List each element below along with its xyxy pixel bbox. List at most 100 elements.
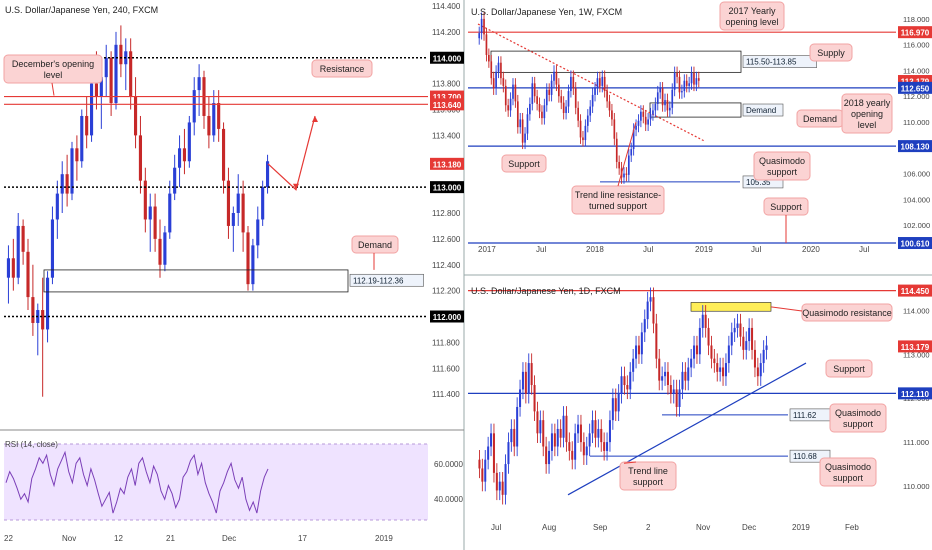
c-title: U.S. Dollar/Japanese Yen, 1D, FXCM (471, 286, 621, 296)
a-y-tick: 112.800 (432, 209, 461, 218)
b-y-tick: 118.000 (903, 15, 930, 24)
a-candle-body (217, 103, 221, 129)
b-price-label: 108.130 (901, 143, 930, 152)
c-candle-body (594, 420, 597, 438)
c-candle-body (498, 481, 501, 491)
a-candle-body (197, 77, 201, 91)
b-x-label: Jul (536, 245, 546, 254)
b-callout-2017-opening-box (719, 1, 785, 31)
c-candle-body (666, 371, 669, 386)
a-candle-body (177, 148, 182, 168)
c-candle-body (614, 398, 617, 412)
b-demand-zone (649, 102, 742, 118)
b-candle-body (654, 103, 657, 111)
a-candle-body (221, 128, 226, 181)
b-candle-body (572, 76, 575, 89)
c-candle-body (655, 323, 658, 359)
c-candle-body (585, 446, 588, 456)
b-callout-2018-opening-box (841, 93, 893, 134)
a-projection-arrow-up (312, 115, 318, 122)
b-callout-trendline-text: Trend line resistance- (575, 190, 661, 200)
c-candle-body (684, 371, 687, 381)
c-candle-body (681, 371, 684, 390)
c-candle-body (568, 442, 571, 451)
c-candle-body (519, 389, 522, 407)
b-candle-body (599, 78, 601, 86)
b-candle-body (509, 98, 512, 111)
c-candle-body (748, 327, 751, 342)
a-y-tick: 112.600 (432, 235, 461, 244)
b-candle-body (480, 18, 483, 34)
b-candle-body (483, 18, 485, 35)
c-y-tick: 114.000 (903, 306, 930, 315)
b-candle-body (478, 33, 481, 39)
c-candle-body (597, 428, 600, 438)
b-candle-body (548, 89, 551, 95)
a-candle-body (129, 51, 133, 97)
c-x-label: Dec (742, 523, 756, 532)
c-x-label: 2019 (792, 523, 810, 532)
b-candle-body (693, 73, 695, 85)
b-candle-body (697, 78, 700, 81)
c-price-label: 113.179 (901, 343, 930, 352)
c-candle-body (695, 345, 698, 355)
b-callout-2018-opening-text: 2018 yearly (844, 98, 891, 108)
a-callout-december-opening-text: level (44, 70, 63, 80)
c-candle-body (490, 433, 493, 447)
b-candle-body (589, 106, 592, 116)
c-x-label: Nov (696, 523, 710, 532)
c-candle-body (608, 420, 611, 443)
b-title: U.S. Dollar/Japanese Yen, 1W, FXCM (471, 7, 622, 17)
c-callout-quasimodo-1-text: Quasimodo (835, 408, 881, 418)
a-candle-body (50, 219, 55, 278)
a-candle-body (212, 103, 216, 136)
b-candle-body (594, 88, 596, 95)
a-candle-body (226, 180, 231, 226)
a-price-label-bg (430, 51, 464, 64)
b-candle-body (649, 114, 652, 120)
c-candle-body (742, 336, 745, 350)
b-callout-trendline-text: turned support (589, 201, 648, 211)
b-y-tick: 114.000 (903, 66, 930, 75)
a-price-label-bg (430, 98, 464, 111)
b-candles (478, 12, 700, 184)
b-candle-body (678, 76, 681, 93)
c-candle-body (574, 433, 577, 460)
b-callout-2018-opening-text: level (858, 120, 877, 130)
b-candle-body (685, 80, 688, 86)
b-x-label: 2017 (478, 245, 496, 254)
c-candle-body (533, 385, 536, 412)
b-candle-body (661, 88, 664, 106)
b-quasimodo-value: 105.35 (746, 178, 771, 187)
a-callout-december-opening-box (3, 54, 103, 84)
a-candle-body (158, 238, 162, 265)
a-x-label: Nov (62, 534, 76, 543)
c-candle-body (713, 358, 716, 364)
b-candle-body (553, 71, 555, 81)
b-trendline (477, 23, 706, 142)
b-price-label-bg (898, 140, 932, 153)
a-candle-body (168, 193, 172, 233)
a-candle-body (21, 225, 25, 252)
c-callout-quasimodo-2-text: Quasimodo (825, 462, 871, 472)
b-callout-2017-opening-text: opening level (725, 17, 778, 27)
c-callout-leader-trendline (623, 461, 637, 464)
c-candle-body (664, 371, 667, 377)
c-x-label: Aug (542, 523, 556, 532)
c-candle-body (481, 468, 484, 482)
c-callout-quasimodo-1-box (829, 403, 887, 433)
c-candle-body (545, 446, 548, 465)
c-callout-leader-qr (770, 306, 803, 312)
c-candle-body (649, 297, 652, 302)
c-candle-body (553, 433, 556, 447)
c-candle-body (640, 332, 643, 355)
a-price-label-bg (430, 310, 464, 323)
a-demand-range: 112.19-112.36 (353, 276, 404, 285)
a-candle-body (138, 135, 143, 181)
b-candle-body (538, 103, 541, 112)
c-candle-body (504, 464, 507, 495)
a-price-label: 113.640 (433, 101, 462, 110)
b-candle-body (485, 34, 488, 55)
c-candle-body (548, 450, 551, 465)
a-y-tick: 114.400 (432, 2, 461, 11)
